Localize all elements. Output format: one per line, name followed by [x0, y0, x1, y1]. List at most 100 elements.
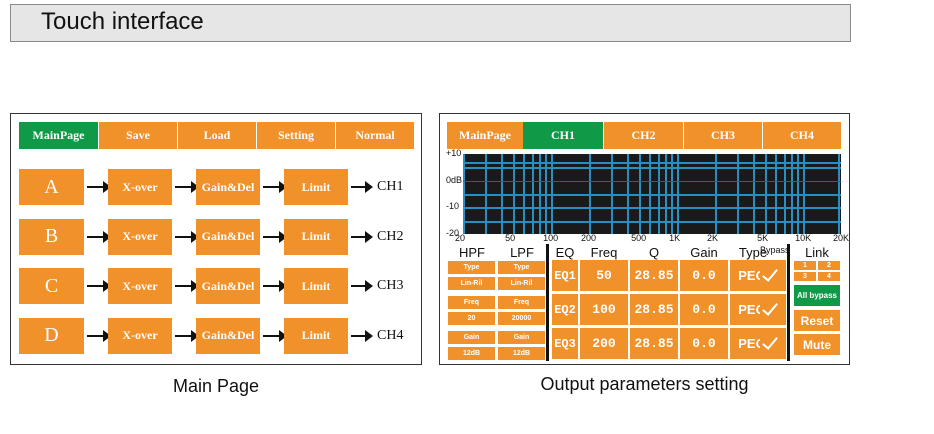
tab-ch3[interactable]: CH3	[684, 122, 762, 149]
limit-button[interactable]: Limit	[284, 169, 348, 205]
arrow-icon	[263, 181, 287, 193]
x-axis-label: 5K	[757, 233, 769, 243]
y-axis-label: -20	[446, 228, 460, 238]
main-page-caption: Main Page	[172, 376, 260, 396]
gain-delay-button[interactable]: Gain&Del	[196, 169, 260, 205]
tab-ch1[interactable]: CH1	[523, 122, 603, 149]
eq-freq-field[interactable]: 200	[580, 328, 628, 359]
lpf-freq-label: Freq	[498, 296, 545, 309]
x-axis-label: 500	[631, 233, 647, 243]
hpf-gain-label: Gain	[448, 331, 495, 344]
lpf-gain-value[interactable]: 12dB	[498, 347, 545, 360]
tab-setting[interactable]: Setting	[257, 122, 335, 149]
input-d-button[interactable]: D	[19, 317, 84, 354]
bypass-header: Bypass	[760, 245, 790, 255]
arrow-icon	[87, 329, 111, 342]
grid-line-horizontal	[463, 162, 841, 164]
eq-gain-field[interactable]: 0.0	[680, 294, 728, 325]
section-header: Touch interface	[10, 4, 851, 42]
tab-save[interactable]: Save	[99, 122, 177, 149]
arrow-icon	[351, 181, 373, 193]
zero-db-line	[463, 180, 841, 182]
tab-mainpage[interactable]: MainPage	[447, 122, 523, 149]
y-axis-label: +10	[446, 148, 462, 158]
arrow-icon	[87, 181, 111, 193]
hpf-type-label: Type	[448, 261, 495, 274]
gain-delay-button[interactable]: Gain&Del	[196, 317, 260, 354]
xover-button[interactable]: X-over	[108, 218, 172, 255]
hpf-freq-value[interactable]: 20	[448, 312, 495, 325]
output-channel-label: CH1	[377, 179, 404, 194]
q-header: Q	[648, 245, 660, 260]
all-bypass-button[interactable]: All bypass	[794, 285, 840, 306]
limit-button[interactable]: Limit	[284, 218, 348, 255]
grid-line-horizontal	[463, 220, 841, 223]
input-c-button[interactable]: C	[19, 268, 84, 304]
link-channel-2-button[interactable]: 2	[818, 261, 840, 270]
eq-gain-field[interactable]: 0.0	[680, 260, 728, 291]
reset-button[interactable]: Reset	[794, 310, 840, 331]
checkmark-icon	[762, 299, 778, 316]
mute-button[interactable]: Mute	[794, 334, 840, 355]
hpf-freq-label: Freq	[448, 296, 495, 309]
lpf-gain-label: Gain	[498, 331, 545, 344]
tab-mainpage[interactable]: MainPage	[19, 122, 98, 149]
output-channel-label: CH4	[377, 327, 404, 343]
eq-q-field[interactable]: 28.85	[630, 328, 678, 359]
eq-q-field[interactable]: 28.85	[630, 260, 678, 291]
bypass-checkbox[interactable]	[760, 260, 786, 291]
eq-band-label[interactable]: EQ2	[552, 294, 578, 325]
bypass-checkbox[interactable]	[760, 328, 786, 359]
arrow-icon	[351, 280, 373, 292]
gain-delay-button[interactable]: Gain&Del	[196, 218, 260, 255]
eq-band-label[interactable]: EQ3	[552, 328, 578, 359]
limit-button[interactable]: Limit	[284, 317, 348, 354]
eq-freq-field[interactable]: 100	[580, 294, 628, 325]
eq-gain-field[interactable]: 0.0	[680, 328, 728, 359]
freq-header: Freq	[590, 245, 618, 260]
link-channel-3-button[interactable]: 3	[794, 272, 816, 281]
xover-button[interactable]: X-over	[108, 268, 172, 304]
checkmark-icon	[762, 265, 778, 282]
x-axis-label: 20K	[833, 233, 850, 243]
divider	[787, 244, 790, 361]
x-axis-label: 10K	[795, 233, 812, 243]
eq-band-label[interactable]: EQ1	[552, 260, 578, 291]
xover-button[interactable]: X-over	[108, 169, 172, 205]
xover-button[interactable]: X-over	[108, 317, 172, 354]
hpf-type-value[interactable]: Lin-Ril	[448, 277, 495, 290]
gain-delay-button[interactable]: Gain&Del	[196, 268, 260, 304]
lpf-type-label: Type	[498, 261, 545, 274]
y-axis-label: 0dB	[446, 174, 463, 185]
type-header: Type	[738, 245, 768, 260]
grid-line-horizontal	[463, 167, 841, 170]
grid-line-horizontal	[463, 207, 841, 210]
bypass-checkbox[interactable]	[760, 294, 786, 325]
arrow-icon	[263, 230, 287, 243]
link-channel-4-button[interactable]: 4	[818, 272, 840, 281]
eq-freq-field[interactable]: 50	[580, 260, 628, 291]
eq-header: EQ	[555, 245, 575, 260]
input-b-button[interactable]: B	[19, 218, 84, 255]
eq-graph[interactable]	[463, 154, 841, 234]
limit-button[interactable]: Limit	[284, 268, 348, 304]
arrow-icon	[87, 230, 111, 243]
arrow-icon	[351, 230, 373, 243]
tab-ch4[interactable]: CH4	[763, 122, 841, 149]
checkmark-icon	[762, 333, 778, 350]
lpf-type-value[interactable]: Lin-Ril	[498, 277, 545, 290]
header-title: Touch interface	[41, 8, 204, 35]
lpf-header: LPF	[510, 245, 534, 260]
arrow-icon	[175, 181, 199, 193]
lpf-freq-value[interactable]: 20000	[498, 312, 545, 325]
arrow-icon	[175, 280, 199, 292]
tab-ch2[interactable]: CH2	[604, 122, 683, 149]
tab-normal[interactable]: Normal	[336, 122, 414, 149]
divider	[546, 244, 549, 361]
x-axis-label: 50	[505, 233, 516, 243]
input-a-button[interactable]: A	[19, 169, 84, 205]
tab-load[interactable]: Load	[178, 122, 256, 149]
link-channel-1-button[interactable]: 1	[794, 261, 816, 270]
hpf-gain-value[interactable]: 12dB	[448, 347, 495, 360]
eq-q-field[interactable]: 28.85	[630, 294, 678, 325]
